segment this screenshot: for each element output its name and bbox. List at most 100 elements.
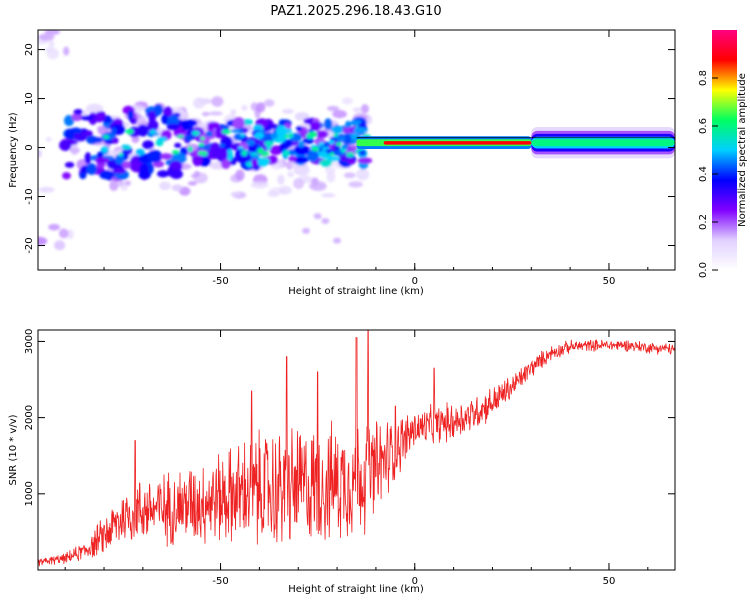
heatmap-cell [181,119,189,131]
heatmap-cell [314,130,329,139]
heatmap-cell [48,40,55,48]
heatmap-cell [207,121,220,130]
heatmap-cell [254,131,265,139]
heatmap-cell [64,128,75,140]
heatmap-cell [142,140,154,150]
x-tick-label: 50 [603,576,616,587]
spectrogram-heatmap [38,30,675,251]
heatmap-cell [308,131,318,138]
heatmap-cell [73,108,84,115]
snr-panel: -50 0 50 1000 2000 3000 Height of straight li… [8,329,676,595]
heatmap-cell [198,142,205,147]
heatmap-cell [343,172,356,179]
colorbar-tick-label: 0.0 [698,262,709,278]
heatmap-cell [118,152,124,157]
heatmap-cell [282,108,294,114]
heatmap-cell [230,191,241,197]
heatmap-cell [288,155,297,162]
colorbar-ticks: 0.0 0.2 0.4 0.6 0.8 [698,70,718,278]
heatmap-cell [283,128,293,133]
snr-frame [37,329,676,571]
heatmap-cell [261,152,268,157]
heatmap-cell [103,134,110,140]
heatmap-cell [242,119,254,126]
heatmap-cell [54,240,66,251]
heatmap-cell [147,149,163,163]
heatmap-cell [211,96,224,107]
heatmap-cell [205,130,213,137]
x-tick-label: -50 [212,276,228,287]
heatmap-cell [44,47,54,52]
heatmap-cell [148,110,156,124]
heatmap-cell [91,137,103,143]
heatmap-cell [287,171,295,178]
heatmap-cell [226,149,233,162]
heatmap-cell [101,145,109,153]
x-tick-label: 0 [412,276,418,287]
heatmap-cell [267,190,280,198]
heatmap-cell [139,163,150,175]
heatmap-cell [233,133,243,141]
snr-xlabel: Height of straight line (km) [288,584,424,595]
spectrogram-xlabel: Height of straight line (km) [288,286,424,297]
heatmap-cell [232,117,245,130]
heatmap-cell [190,173,198,178]
heatmap-cell [135,148,145,156]
heatmap-cell [246,139,255,146]
heatmap-cell [295,125,303,132]
heatmap-cell [237,146,244,150]
heatmap-cell [293,177,305,190]
heatmap-cell [64,161,75,168]
heatmap-cell [124,180,131,186]
spectrogram-blobs [38,30,373,251]
heatmap-cell [99,170,115,180]
spectrogram-band [356,126,675,159]
heatmap-cell [84,130,93,138]
heatmap-cell [174,142,182,149]
heatmap-cell [240,133,245,138]
heatmap-cell [129,117,137,125]
heatmap-cell [348,181,363,188]
heatmap-cell [157,136,168,142]
heatmap-cell [311,146,320,152]
colorbar-tick-label: 0.8 [698,70,709,86]
snr-axes: -50 0 50 1000 2000 3000 [24,329,675,587]
heatmap-cell [200,136,205,141]
spectrogram-axes: -50 0 50 -20 -10 0 10 20 [24,30,675,287]
y-tick-label: 2000 [24,405,35,430]
heatmap-cell [356,168,370,181]
heatmap-cell [120,184,128,191]
heatmap-cell [230,128,241,133]
heatmap-cell [282,149,290,157]
heatmap-cell [341,144,349,150]
heatmap-cell [48,223,61,231]
heatmap-cell [287,132,294,139]
heatmap-cell [319,159,333,166]
heatmap-cell [350,119,362,126]
heatmap-cell [109,180,119,191]
heatmap-cell [62,172,71,180]
heatmap-cell [357,157,373,164]
heatmap-cell [383,141,532,145]
heatmap-cell [213,146,225,160]
heatmap-cell [122,146,132,150]
heatmap-cell [531,139,675,147]
heatmap-cell [270,132,278,140]
heatmap-cell [111,127,117,134]
heatmap-cell [358,149,367,156]
heatmap-cell [187,145,193,153]
heatmap-cell [155,139,164,147]
heatmap-cell [345,151,355,158]
y-tick-label: 10 [24,92,35,105]
heatmap-cell [167,166,174,177]
heatmap-cell [38,186,55,193]
heatmap-cell [187,181,198,186]
heatmap-cell [298,141,305,148]
heatmap-cell [235,169,245,181]
heatmap-cell [161,114,169,125]
snr-series-line [38,330,675,567]
figure-title: PAZ1.2025.296.18.43.G10 [270,4,441,19]
heatmap-cell [344,134,352,145]
heatmap-cell [221,129,232,135]
x-tick-label: 0 [412,576,418,587]
